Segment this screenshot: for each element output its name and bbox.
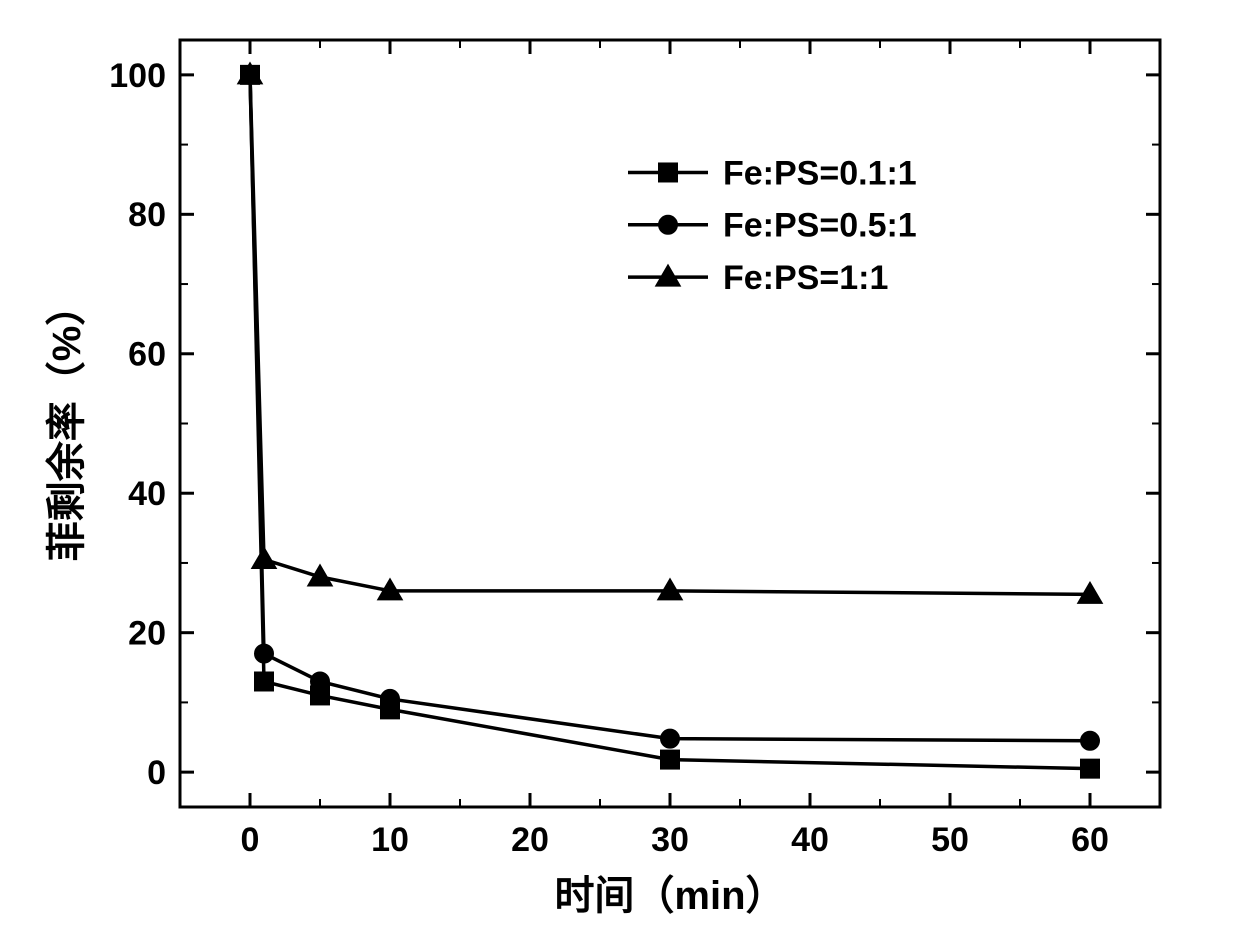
square-marker-icon [1081, 760, 1099, 778]
square-marker-icon [255, 672, 273, 690]
square-marker-icon [659, 163, 677, 181]
circle-marker-icon [311, 672, 329, 690]
y-tick-label: 0 [147, 754, 166, 792]
square-marker-icon [661, 751, 679, 769]
x-tick-label: 20 [511, 821, 549, 859]
circle-marker-icon [255, 645, 273, 663]
y-tick-label: 20 [128, 615, 166, 653]
plot-background [0, 0, 1240, 947]
x-tick-label: 40 [791, 821, 829, 859]
legend: Fe:PS=0.1:1 Fe:PS=0.5:1 Fe:PS=1:1 [628, 154, 917, 297]
legend-label: Fe:PS=0.1:1 [723, 154, 917, 192]
circle-marker-icon [381, 690, 399, 708]
chart-container: 0 10 20 30 40 50 60 0 20 40 60 80 100 时间（min） 菲剩余率（%） F… [0, 0, 1240, 947]
legend-label: Fe:PS=1:1 [723, 259, 888, 297]
circle-marker-icon [659, 216, 677, 234]
y-axis-label: 菲剩余率（%） [44, 286, 89, 562]
x-tick-label: 30 [651, 821, 689, 859]
y-tick-label: 80 [128, 196, 166, 234]
x-tick-label: 60 [1071, 821, 1109, 859]
x-tick-label: 50 [931, 821, 969, 859]
x-axis-label: 时间（min） [554, 874, 785, 918]
y-tick-label: 100 [109, 57, 166, 95]
x-tick-label: 10 [371, 821, 409, 859]
x-tick-label: 0 [241, 821, 260, 859]
circle-marker-icon [661, 730, 679, 748]
y-tick-label: 60 [128, 336, 166, 374]
legend-label: Fe:PS=0.5:1 [723, 207, 917, 245]
y-tick-label: 40 [128, 475, 166, 513]
circle-marker-icon [1081, 732, 1099, 750]
line-chart: 0 10 20 30 40 50 60 0 20 40 60 80 100 时间（min） 菲剩余率（%） F… [0, 0, 1240, 947]
